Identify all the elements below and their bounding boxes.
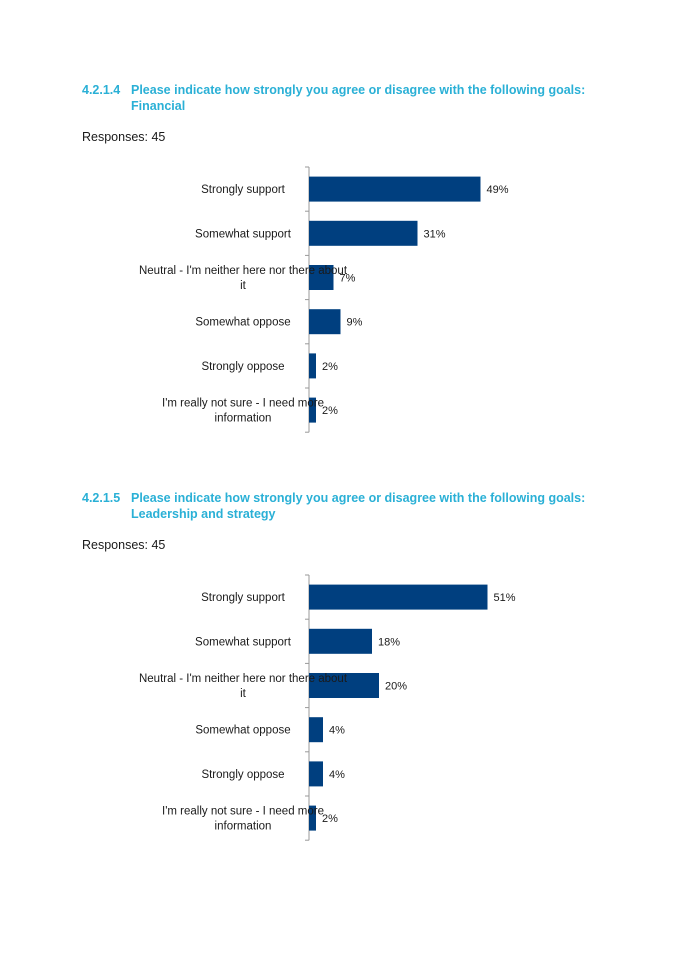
category-label: it (240, 688, 247, 700)
category-label: Somewhat oppose (195, 725, 290, 737)
chart-svg: 49% Strongly support 31% Somewhat support 7%… (139, 166, 509, 433)
data-label: 31% (424, 228, 446, 240)
category-label: it (240, 280, 247, 292)
chart-svg: 51% Strongly support 18% Somewhat support 20… (139, 574, 516, 841)
data-label: 51% (494, 592, 516, 604)
category-label: Strongly oppose (201, 769, 284, 781)
category-label: Strongly support (201, 592, 286, 604)
category-label: Somewhat support (195, 636, 292, 648)
responses-count: Responses: 45 (82, 538, 166, 552)
bar (309, 717, 323, 743)
section-number: 4.2.1.5 (82, 491, 121, 505)
bar (309, 176, 481, 202)
section-title-line1: Please indicate how strongly you agree o… (131, 491, 586, 505)
bar (309, 353, 316, 379)
data-label: 4% (329, 725, 345, 737)
section-title-line2: Financial (131, 99, 186, 113)
data-label: 2% (322, 405, 338, 417)
category-label: Strongly oppose (201, 361, 284, 373)
category-label: Somewhat oppose (195, 317, 290, 329)
responses-count: Responses: 45 (82, 130, 166, 144)
data-label: 4% (329, 769, 345, 781)
section-number: 4.2.1.4 (82, 83, 121, 97)
category-label: I'm really not sure - I need more (162, 398, 324, 410)
category-label: Somewhat support (195, 228, 292, 240)
bar (309, 584, 488, 610)
section-title: Please indicate how strongly you agree o… (131, 490, 631, 522)
category-label: Strongly support (201, 184, 286, 196)
bar (309, 265, 334, 290)
section-title-line2: Leadership and strategy (131, 507, 276, 521)
data-label: 9% (347, 317, 363, 329)
data-label: 7% (340, 273, 356, 285)
section-title-line1: Please indicate how strongly you agree o… (131, 83, 586, 97)
bar (309, 397, 316, 423)
category-label: information (215, 821, 272, 833)
data-label: 49% (487, 184, 509, 196)
bar-chart-financial: 49% Strongly support 31% Somewhat support 7%… (0, 166, 675, 437)
category-label: Neutral - I'm neither here nor there abo… (139, 265, 348, 277)
bar (309, 309, 341, 335)
data-label: 20% (385, 681, 407, 693)
bar (309, 220, 418, 246)
section-title: Please indicate how strongly you agree o… (131, 82, 631, 114)
data-label: 2% (322, 813, 338, 825)
data-label: 18% (378, 636, 400, 648)
category-label: information (215, 413, 272, 425)
bar (309, 761, 323, 787)
data-label: 2% (322, 361, 338, 373)
bar-chart-leadership: 51% Strongly support 18% Somewhat support 20… (0, 574, 675, 845)
category-label: I'm really not sure - I need more (162, 806, 324, 818)
bar (309, 673, 379, 698)
bar (309, 628, 372, 654)
bar (309, 805, 316, 831)
category-label: Neutral - I'm neither here nor there abo… (139, 673, 348, 685)
